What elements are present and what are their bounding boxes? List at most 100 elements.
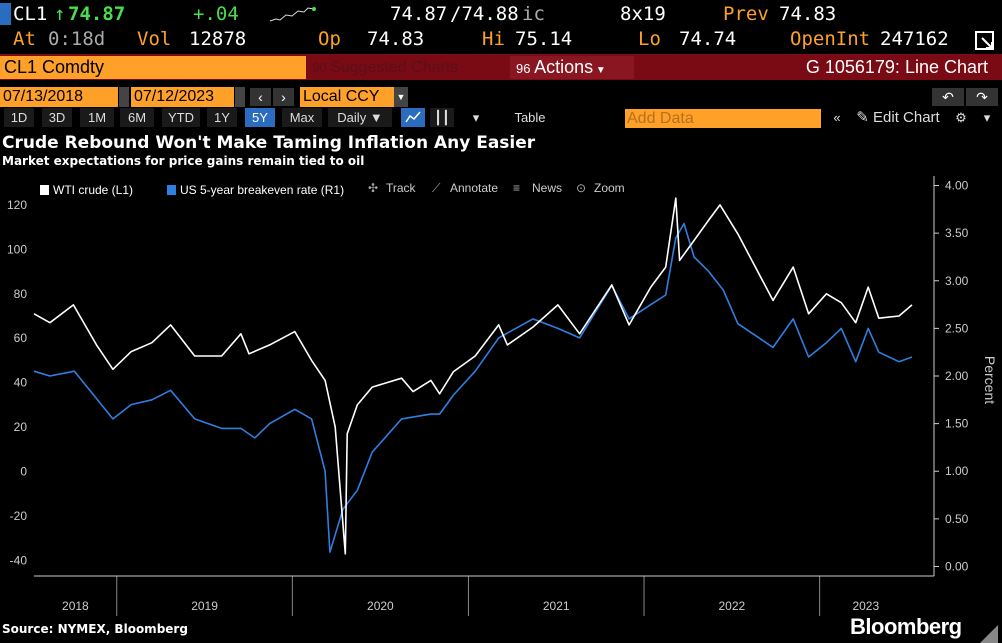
suggested-charts-label: Suggested Charts: [330, 59, 459, 76]
frequency-select[interactable]: Daily ▼: [328, 108, 392, 127]
high-label: Hi: [482, 28, 505, 50]
currency-dropdown-icon[interactable]: ▼: [394, 87, 408, 107]
left-tick-label: 60: [14, 331, 28, 345]
quote-suffix: ic: [522, 3, 545, 25]
annotate-tool[interactable]: Annotate: [450, 181, 498, 195]
news-icon: ≡: [513, 181, 520, 195]
bloomberg-logo: Bloomberg: [850, 614, 962, 639]
right-axis-label: Percent: [982, 356, 998, 404]
dropdown-arrow-icon: ▼: [593, 65, 606, 76]
left-tick-label: 40: [14, 376, 28, 390]
open-interest-label: OpenInt: [790, 28, 871, 50]
period-max[interactable]: Max: [282, 108, 322, 127]
ticker[interactable]: CL1: [13, 3, 48, 25]
x-tick-label: 2022: [718, 599, 745, 613]
chart-type-dropdown-icon[interactable]: ▾: [466, 108, 486, 127]
period-6m[interactable]: 6M: [120, 108, 154, 127]
x-tick-label: 2021: [543, 599, 570, 613]
low-value: 74.74: [679, 28, 737, 50]
period-3d[interactable]: 3D: [42, 108, 72, 127]
period-ytd[interactable]: YTD: [162, 108, 200, 127]
add-data-placeholder: Add Data: [627, 110, 694, 127]
chevron-right-icon[interactable]: ›: [273, 88, 294, 106]
line-chart-glyph: [405, 111, 421, 123]
last-price: 74.87: [68, 3, 126, 25]
security-field[interactable]: CL1 Comdty: [0, 56, 306, 79]
bar-style-icon[interactable]: ┃┃: [430, 108, 454, 127]
line-chart-icon[interactable]: [401, 108, 425, 127]
price-change: +.04: [193, 3, 239, 25]
resize-handle-icon[interactable]: [980, 625, 998, 643]
popout-icon[interactable]: [974, 30, 996, 52]
zoom-icon: ⊙: [576, 181, 586, 195]
right-tick-label: 0.00: [945, 559, 969, 573]
dropdown-arrow-icon: ▼: [366, 110, 383, 125]
currency-select[interactable]: Local CCY: [300, 87, 408, 107]
redo-icon[interactable]: ↷: [966, 88, 998, 106]
add-data-input[interactable]: Add Data: [625, 109, 821, 128]
right-tick-label: 2.50: [945, 321, 969, 335]
left-tick-label: 80: [14, 287, 28, 301]
left-tick-label: 100: [7, 242, 27, 256]
legend-breakeven: US 5-year breakeven rate (R1): [180, 183, 344, 197]
left-tick-label: -20: [10, 509, 28, 523]
frequency-value: Daily: [337, 110, 367, 125]
left-tick-label: 0: [20, 465, 27, 479]
ticker-marker: [0, 3, 11, 25]
track-tool[interactable]: Track: [386, 181, 417, 195]
actions-number: 96: [516, 61, 535, 76]
chart-id: G 1056179: Line Chart: [805, 57, 988, 77]
end-calendar-icon[interactable]: [235, 87, 245, 107]
legend-swatch-breakeven: [167, 185, 176, 195]
bid-price: 74.87: [390, 3, 448, 25]
left-tick-label: 20: [14, 420, 28, 434]
low-label: Lo: [638, 28, 661, 50]
undo-icon[interactable]: ↶: [932, 88, 964, 106]
source-note: Source: NYMEX, Bloomberg: [2, 622, 188, 636]
open-label: Op: [318, 28, 341, 50]
open-interest-value: 247162: [880, 28, 949, 50]
x-tick-label: 2019: [191, 599, 218, 613]
legend-wti: WTI crude (L1): [53, 183, 133, 197]
zoom-tool[interactable]: Zoom: [594, 181, 625, 195]
actions-menu[interactable]: 96 Actions ▼: [510, 56, 634, 79]
open-value: 74.83: [367, 28, 425, 50]
period-1y[interactable]: 1Y: [207, 108, 237, 127]
sparkline-icon: [269, 7, 316, 22]
series-line-wti: [33, 197, 913, 555]
track-icon: ✣: [368, 181, 378, 195]
bid-ask-size: 8x19: [620, 3, 666, 25]
edit-chart-label: Edit Chart: [873, 109, 940, 126]
period-1m[interactable]: 1M: [80, 108, 114, 127]
edit-chart-button[interactable]: ✎ Edit Chart: [852, 108, 944, 127]
table-button[interactable]: Table: [496, 108, 564, 127]
news-tool[interactable]: News: [532, 181, 562, 195]
prev-value: 74.83: [779, 3, 837, 25]
period-1d[interactable]: 1D: [4, 108, 34, 127]
chevron-left-icon[interactable]: ‹: [250, 88, 271, 106]
settings-icon[interactable]: ⚙: [950, 108, 972, 127]
suggested-charts-number: 90: [312, 60, 331, 75]
start-calendar-icon[interactable]: [119, 87, 129, 107]
at-value: 0:18d: [48, 28, 106, 50]
actions-label: Actions: [534, 57, 594, 77]
period-5y[interactable]: 5Y: [245, 108, 275, 127]
up-arrow-icon: ↑: [54, 3, 66, 25]
high-value: 75.14: [515, 28, 573, 50]
left-tick-label: 120: [7, 198, 27, 212]
end-date-field[interactable]: 07/12/2023: [131, 87, 234, 107]
line-chart[interactable]: -40 -20 0 20 40 60 80 100 120 0.00 0.50 1.00 1.50 2.0…: [0, 172, 1002, 618]
volume-value: 12878: [189, 28, 247, 50]
collapse-icon[interactable]: «: [826, 108, 848, 127]
right-tick-label: 1.50: [945, 417, 969, 431]
ask-price: /74.88: [450, 3, 519, 25]
chart-title: Crude Rebound Won't Make Taming Inflatio…: [2, 133, 536, 153]
currency-value: Local CCY: [303, 88, 380, 105]
x-tick-label: 2023: [852, 599, 879, 613]
more-options-icon[interactable]: ▾: [976, 108, 998, 127]
start-date-field[interactable]: 07/13/2018: [0, 87, 118, 107]
x-tick-label: 2018: [62, 599, 89, 613]
annotate-icon: ⟋: [432, 181, 441, 195]
suggested-charts-button[interactable]: 90 Suggested Charts: [312, 56, 504, 79]
volume-label: Vol: [137, 28, 172, 50]
